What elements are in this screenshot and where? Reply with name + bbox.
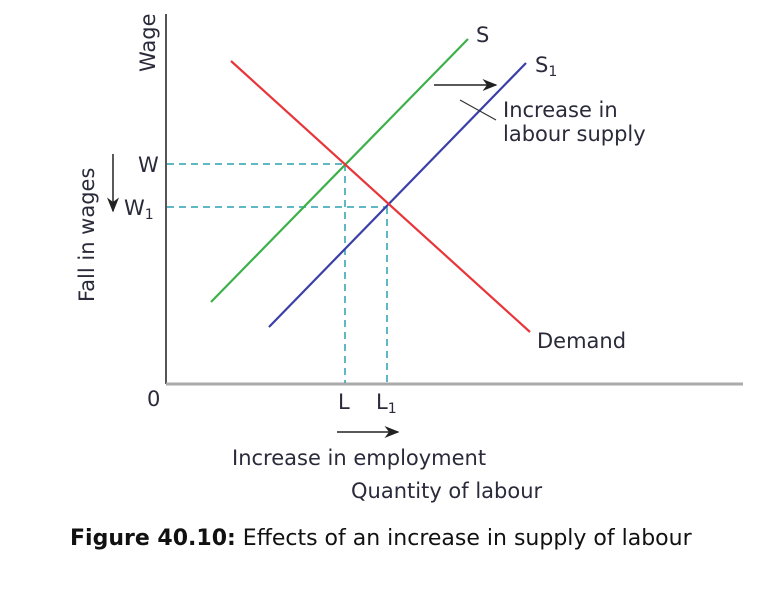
wage-tick-w1: W1 <box>124 196 154 223</box>
quantity-tick-l1: L1 <box>376 390 397 417</box>
quantity-tick-l: L <box>338 390 350 414</box>
figure-caption-text: Effects of an increase in supply of labo… <box>235 526 692 551</box>
demand-curve <box>230 60 531 333</box>
employment-increase-annotation: Increase in employment <box>232 446 486 470</box>
figure-caption: Figure 40.10: Effects of an increase in … <box>70 524 710 554</box>
labour-supply-diagram: Wage Fall in wages W W1 0 L L1 S S1 Dema… <box>75 13 743 503</box>
annotation-leader-line <box>459 99 497 121</box>
demand-label: Demand <box>537 329 626 353</box>
equilibrium-guides <box>167 163 388 383</box>
supply-increase-annotation-line1: Increase in <box>503 98 618 122</box>
figure-number: Figure 40.10: <box>70 526 236 551</box>
origin-label: 0 <box>147 387 160 411</box>
supply-s-label: S <box>476 23 489 47</box>
wage-tick-w: W <box>138 153 159 177</box>
y-axis-label: Wage <box>136 13 160 72</box>
supply-curve-s <box>210 38 469 303</box>
supply-increase-annotation-line2: labour supply <box>503 122 646 146</box>
supply-curve-s1 <box>268 62 527 328</box>
fall-in-wages-label: Fall in wages <box>75 168 99 302</box>
x-axis-label: Quantity of labour <box>351 479 543 503</box>
supply-s1-label: S1 <box>535 53 557 80</box>
